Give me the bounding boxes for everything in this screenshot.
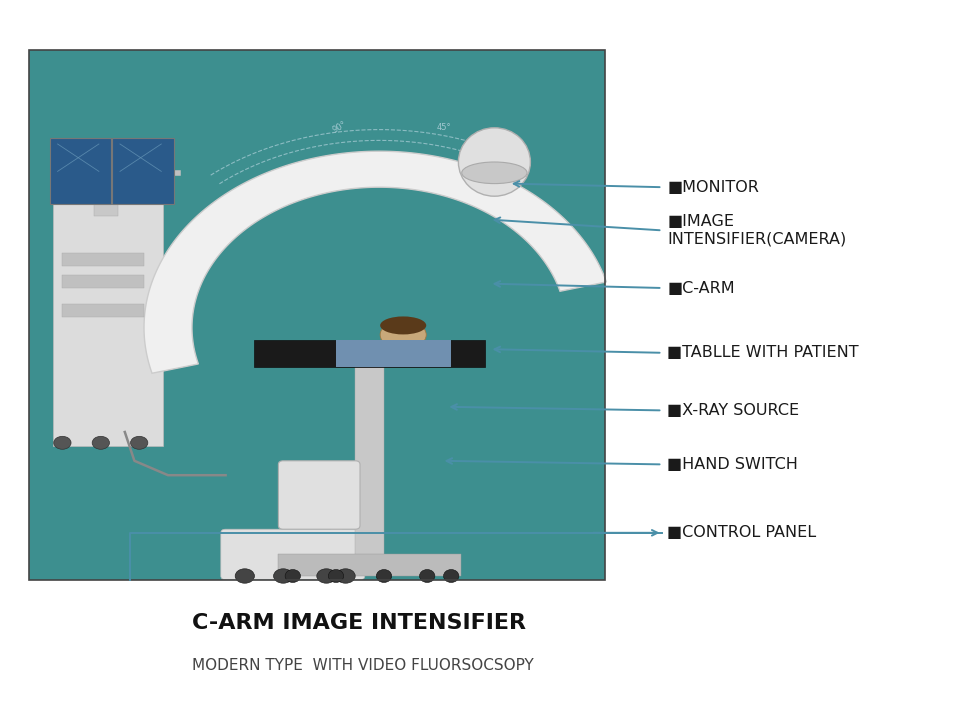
Ellipse shape [376,570,392,582]
Ellipse shape [380,320,426,349]
Text: 90°: 90° [331,120,348,135]
FancyBboxPatch shape [355,367,384,562]
Ellipse shape [420,570,435,582]
Ellipse shape [92,436,109,449]
FancyBboxPatch shape [50,138,111,204]
Ellipse shape [235,569,254,583]
Polygon shape [144,151,607,373]
Text: ■TABLLE WITH PATIENT: ■TABLLE WITH PATIENT [667,346,859,360]
Text: ■HAND SWITCH: ■HAND SWITCH [667,457,798,472]
FancyBboxPatch shape [62,304,144,317]
FancyBboxPatch shape [62,275,144,288]
Ellipse shape [54,436,71,449]
FancyBboxPatch shape [29,50,605,580]
FancyBboxPatch shape [336,340,451,367]
Text: ■MONITOR: ■MONITOR [667,180,759,194]
FancyBboxPatch shape [221,529,365,580]
Text: ■C-ARM: ■C-ARM [667,281,734,295]
Ellipse shape [462,162,527,184]
FancyBboxPatch shape [254,340,485,367]
Ellipse shape [328,570,344,582]
Text: ■CONTROL PANEL: ■CONTROL PANEL [667,526,816,540]
Ellipse shape [274,569,293,583]
Text: C-ARM IMAGE INTENSIFIER: C-ARM IMAGE INTENSIFIER [192,613,526,633]
FancyBboxPatch shape [278,554,461,576]
Text: 45°: 45° [437,122,451,132]
Ellipse shape [336,569,355,583]
Ellipse shape [380,317,426,334]
Ellipse shape [444,570,459,582]
Text: ■IMAGE
INTENSIFIER(CAMERA): ■IMAGE INTENSIFIER(CAMERA) [667,215,847,246]
FancyBboxPatch shape [278,461,360,529]
Ellipse shape [131,436,148,449]
FancyBboxPatch shape [112,138,174,204]
Ellipse shape [459,128,531,197]
Text: MODERN TYPE  WITH VIDEO FLUORSOCSOPY: MODERN TYPE WITH VIDEO FLUORSOCSOPY [192,659,534,673]
FancyBboxPatch shape [53,173,163,446]
FancyBboxPatch shape [62,253,144,266]
Ellipse shape [285,570,300,582]
FancyBboxPatch shape [94,151,118,216]
Ellipse shape [317,569,336,583]
Text: ■X-RAY SOURCE: ■X-RAY SOURCE [667,403,800,418]
